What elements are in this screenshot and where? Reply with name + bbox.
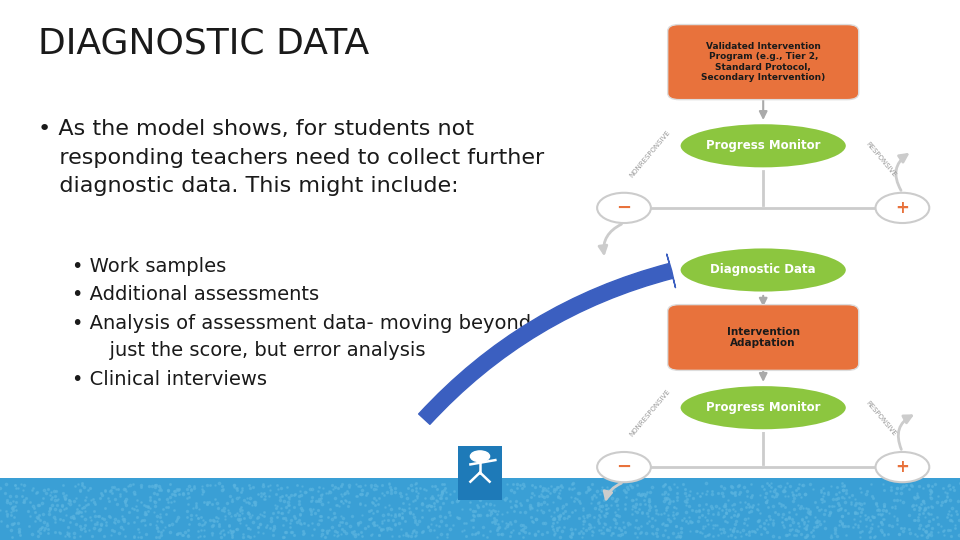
- Circle shape: [597, 452, 651, 482]
- Text: −: −: [616, 199, 632, 217]
- Ellipse shape: [680, 247, 848, 293]
- Text: −: −: [616, 458, 632, 476]
- Text: +: +: [896, 458, 909, 476]
- FancyBboxPatch shape: [668, 24, 858, 99]
- Text: Progress Monitor: Progress Monitor: [706, 401, 821, 414]
- Text: • Additional assessments: • Additional assessments: [72, 285, 319, 304]
- Bar: [0, 478, 960, 540]
- Text: • Clinical interviews: • Clinical interviews: [72, 370, 267, 389]
- Text: • Work samples: • Work samples: [72, 256, 227, 275]
- Bar: [459, 446, 501, 500]
- Text: • As the model shows, for students not
   responding teachers need to collect fu: • As the model shows, for students not r…: [38, 119, 544, 197]
- Ellipse shape: [680, 384, 848, 431]
- Text: RESPONSIVE: RESPONSIVE: [865, 400, 898, 437]
- Ellipse shape: [680, 123, 848, 168]
- Circle shape: [597, 193, 651, 223]
- Text: Diagnostic Data: Diagnostic Data: [710, 264, 816, 276]
- Text: Intervention
Adaptation: Intervention Adaptation: [727, 327, 800, 348]
- Text: +: +: [896, 199, 909, 217]
- Circle shape: [470, 451, 490, 462]
- FancyBboxPatch shape: [668, 305, 858, 370]
- Circle shape: [876, 452, 929, 482]
- Circle shape: [876, 193, 929, 223]
- Text: Progress Monitor: Progress Monitor: [706, 139, 821, 152]
- Text: • Analysis of assessment data- moving beyond
      just the score, but error ana: • Analysis of assessment data- moving be…: [72, 314, 531, 360]
- Text: DIAGNOSTIC DATA: DIAGNOSTIC DATA: [38, 27, 370, 61]
- Text: RESPONSIVE: RESPONSIVE: [865, 141, 898, 178]
- Text: Validated Intervention
Program (e.g., Tier 2,
Standard Protocol,
Secondary Inter: Validated Intervention Program (e.g., Ti…: [701, 42, 826, 82]
- Text: NONRESPONSIVE: NONRESPONSIVE: [629, 129, 672, 178]
- Text: NONRESPONSIVE: NONRESPONSIVE: [629, 388, 672, 437]
